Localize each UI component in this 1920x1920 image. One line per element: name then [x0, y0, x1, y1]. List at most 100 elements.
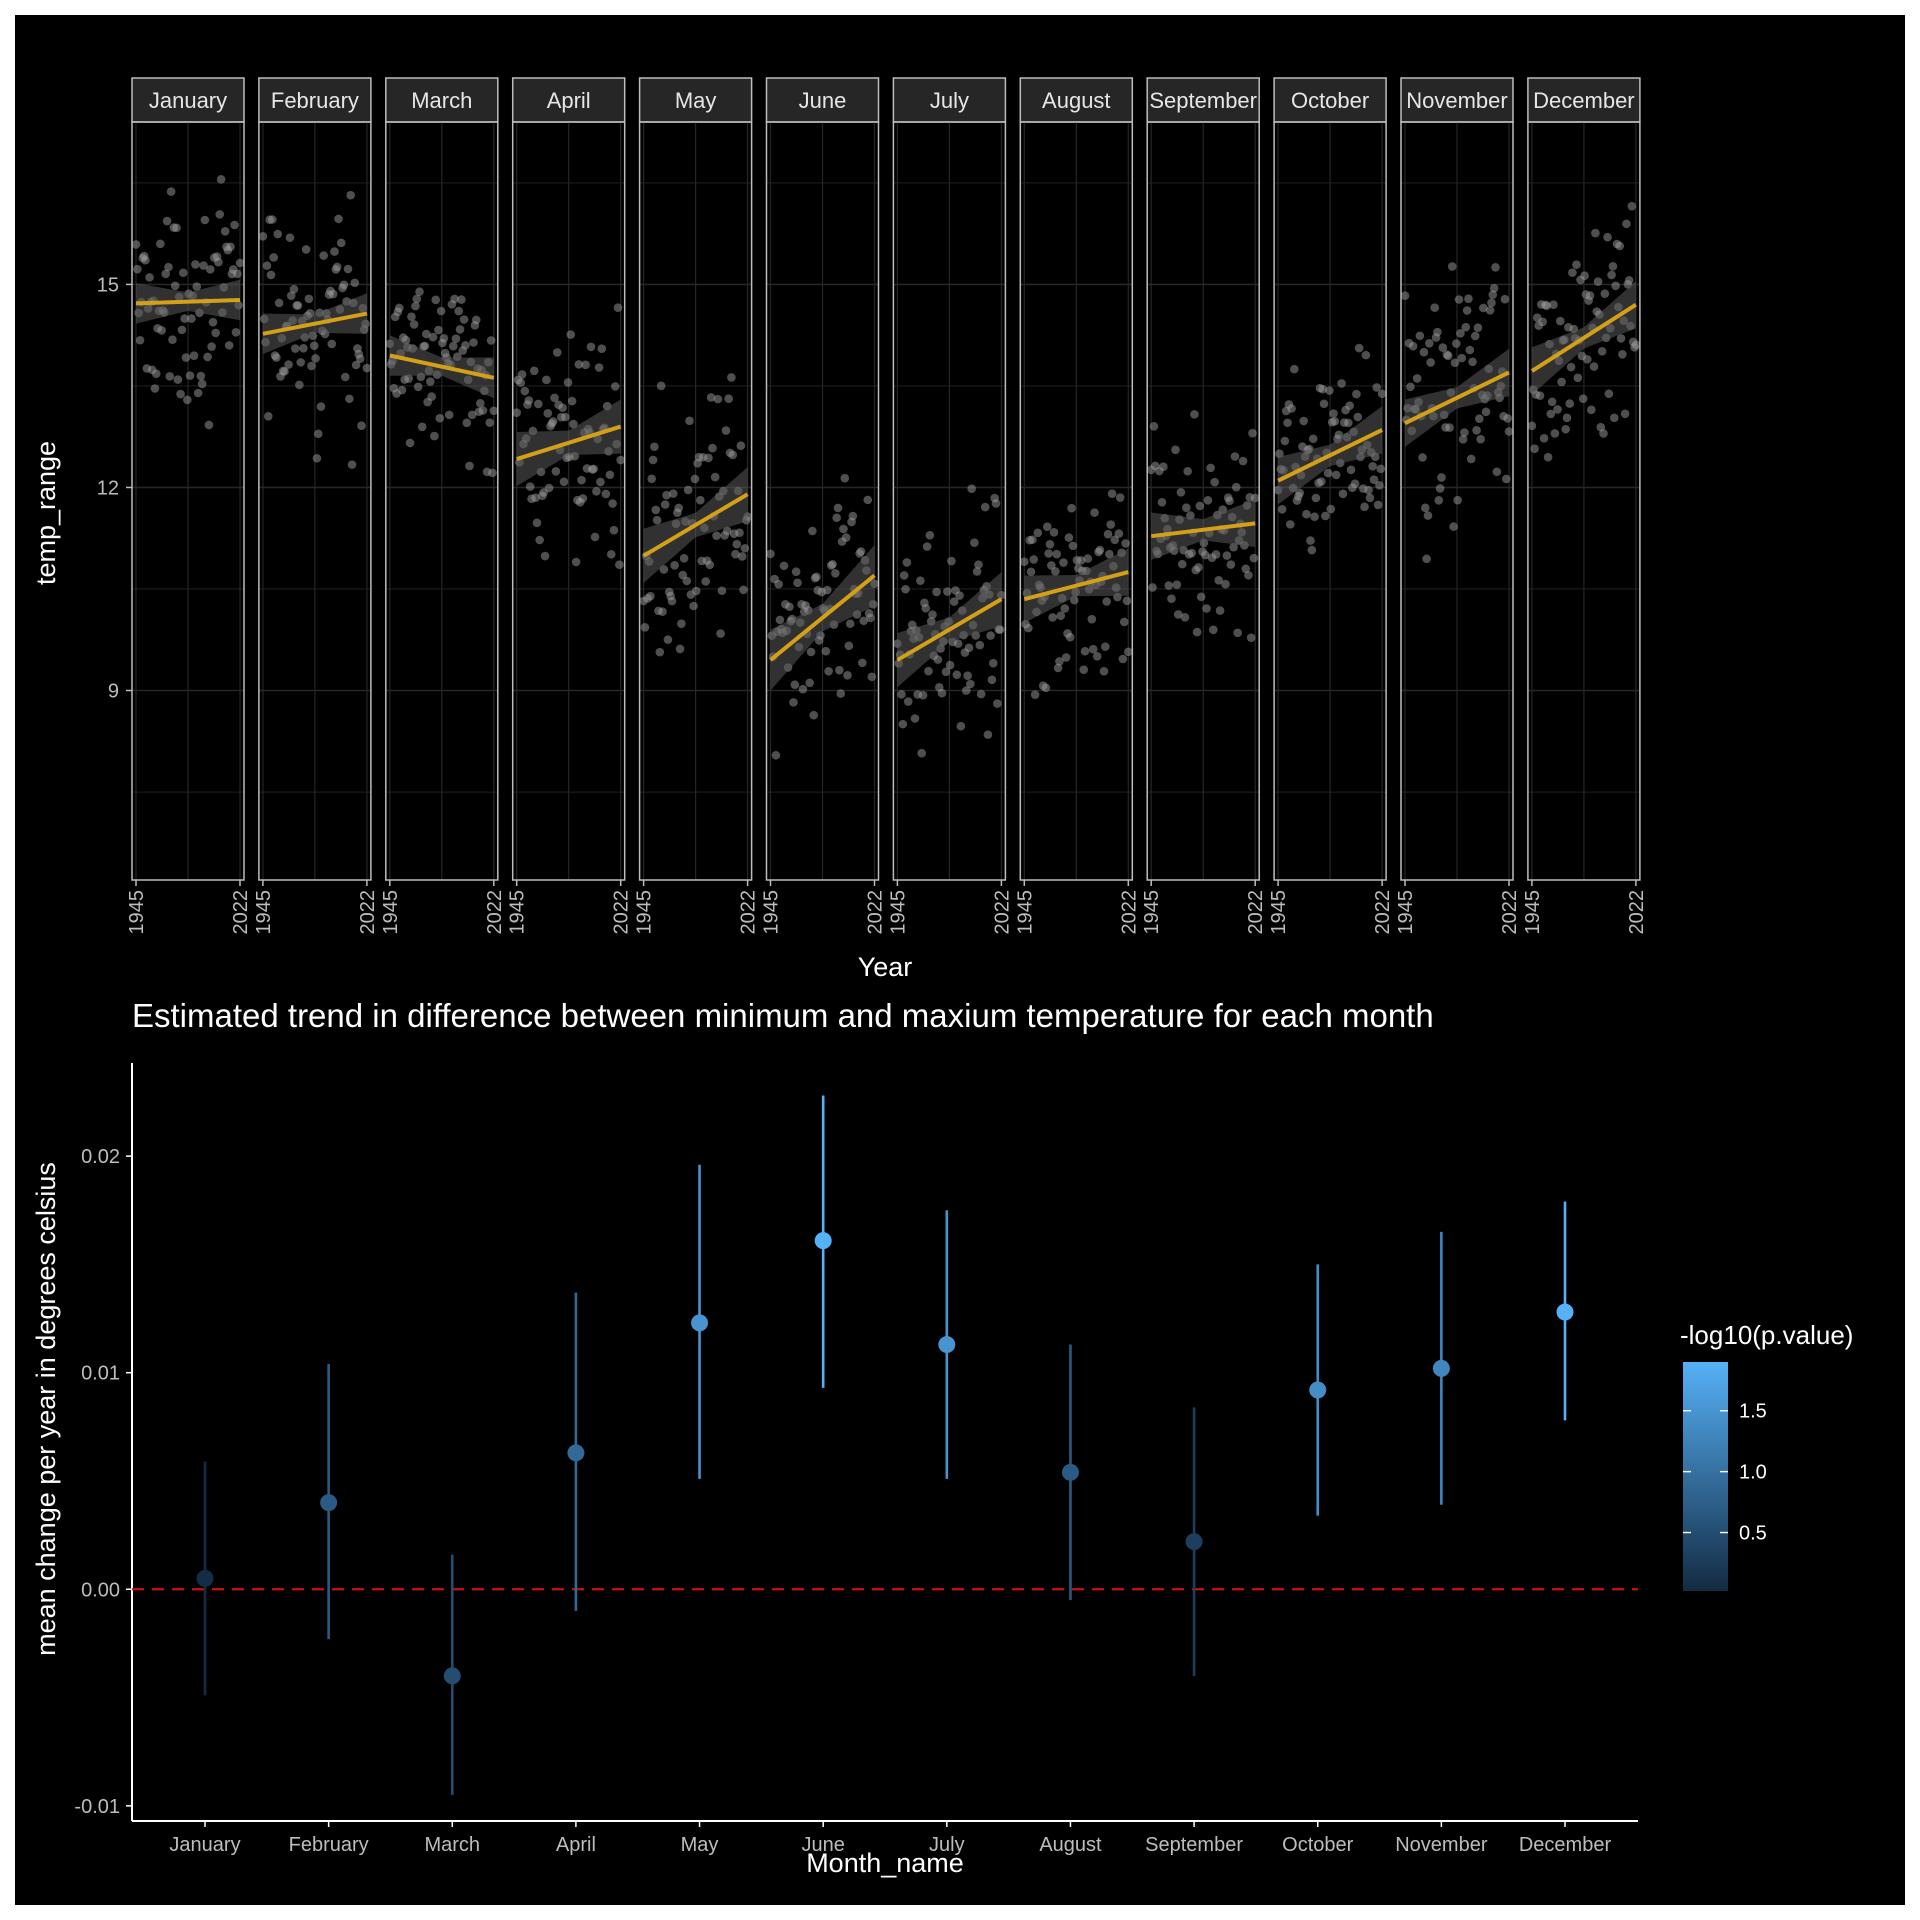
- facet-strip: [385, 77, 499, 123]
- temp-range-point: [1106, 520, 1116, 529]
- temp-range-point: [1443, 351, 1453, 361]
- temp-range-point: [1114, 529, 1124, 538]
- temp-range-point: [426, 377, 435, 386]
- temp-range-point: [1157, 497, 1167, 507]
- temp-range-point: [1042, 522, 1052, 532]
- facet-panel-border: [1273, 121, 1387, 881]
- temp-range-point: [974, 560, 983, 569]
- facet-strip: [258, 77, 372, 123]
- temp-range-point: [1547, 397, 1557, 407]
- estimate-march: [443, 1554, 461, 1796]
- temp-range-point: [1244, 570, 1253, 580]
- temp-range-point: [205, 265, 215, 274]
- temp-range-point: [264, 411, 273, 421]
- estimate-february: [320, 1364, 338, 1640]
- bottom-y-tick-label: 0.01: [81, 1363, 120, 1385]
- trend-estimate-plot: Estimated trend in difference between mi…: [31, 997, 1853, 1878]
- temp-range-point: [1466, 454, 1476, 464]
- facet-x-tick-label: 1945: [253, 890, 275, 935]
- bottom-x-tick-label: October: [1282, 1834, 1353, 1856]
- temp-range-point: [552, 348, 562, 357]
- facet-panel-april: April 1945 2022: [507, 77, 633, 935]
- temp-range-point: [133, 264, 142, 274]
- temp-range-point: [485, 418, 495, 427]
- temp-range-point: [1434, 495, 1444, 505]
- temp-range-point: [1203, 495, 1213, 505]
- temp-range-point: [362, 363, 372, 373]
- temp-range-point: [1465, 345, 1475, 355]
- temp-range-point: [1500, 294, 1510, 304]
- facet-strip-label: August: [1042, 88, 1111, 113]
- temp-range-point: [922, 542, 932, 551]
- temp-range-point: [986, 631, 995, 640]
- temp-range-point: [165, 372, 175, 381]
- temp-range-point: [831, 569, 840, 578]
- temp-range-point: [963, 671, 972, 681]
- temp-range-point: [910, 714, 920, 723]
- temp-range-point: [1323, 468, 1333, 478]
- temp-range-point: [1028, 535, 1037, 544]
- temp-range-point: [1318, 384, 1327, 394]
- temp-range-point: [1464, 294, 1473, 303]
- temp-range-point: [928, 610, 937, 619]
- temp-range-point: [1591, 228, 1600, 238]
- facet-x-tick-label: 1945: [507, 890, 529, 935]
- facet-panel-border: [1019, 121, 1134, 881]
- temp-range-point: [656, 381, 666, 391]
- estimate-may: [691, 1164, 709, 1479]
- temp-range-point: [394, 303, 404, 313]
- facet-strip-label: December: [1533, 88, 1634, 113]
- temp-range-point: [563, 378, 573, 387]
- temp-range-point: [488, 468, 497, 478]
- temp-range-point: [650, 442, 659, 452]
- temp-range-point: [789, 698, 798, 707]
- bottom-x-tick-label: November: [1395, 1834, 1488, 1856]
- temp-range-point: [867, 672, 877, 682]
- temp-range-point: [1246, 633, 1256, 643]
- temp-range-point: [397, 385, 407, 395]
- temp-range-point: [1231, 482, 1241, 492]
- temp-range-point: [774, 579, 783, 589]
- estimate-point: [1061, 1463, 1079, 1481]
- temp-range-point: [355, 354, 365, 363]
- temp-range-point: [605, 470, 615, 480]
- temp-range-point: [683, 485, 693, 495]
- temp-range-point: [1107, 489, 1117, 499]
- temp-range-point: [357, 421, 366, 431]
- facet-x-tick-label: 1945: [1395, 890, 1417, 935]
- temp-range-point: [917, 748, 927, 758]
- temp-range-point: [172, 223, 181, 233]
- temp-range-point: [421, 329, 431, 339]
- temp-range-point: [717, 586, 727, 596]
- facet-panel-june: June 1945 2022: [761, 77, 887, 935]
- facet-panel-march: March 1945 2022: [380, 77, 506, 935]
- temp-range-point: [916, 576, 925, 585]
- temp-range-point: [1373, 500, 1383, 510]
- temp-range-point: [955, 591, 964, 600]
- temp-range-point: [231, 328, 241, 337]
- chart-canvas: January 1945 2022 February 1945 2022 March 1945…: [15, 15, 1905, 1905]
- temp-range-point: [1192, 627, 1202, 637]
- temp-range-point: [949, 597, 959, 606]
- temp-range-point: [952, 670, 962, 680]
- temp-range-point: [566, 330, 576, 339]
- temp-range-point: [832, 513, 841, 523]
- temp-range-point: [1026, 567, 1036, 577]
- facet-x-tick-label: 1945: [1014, 890, 1036, 935]
- temp-range-point: [736, 441, 746, 451]
- temp-range-point: [1030, 690, 1040, 699]
- temp-range-point: [669, 489, 678, 498]
- temp-range-point: [976, 689, 986, 699]
- bottom-y-tick-label: 0.02: [81, 1146, 120, 1168]
- temp-range-point: [1230, 452, 1240, 461]
- temp-range-point: [841, 533, 851, 542]
- temp-range-point: [307, 361, 316, 371]
- temp-range-point: [655, 647, 665, 657]
- temp-range-point: [457, 295, 466, 304]
- facet-panel-august: August 1945 2022: [1014, 77, 1140, 935]
- temp-range-point: [1597, 347, 1607, 356]
- temp-range-point: [1599, 429, 1608, 438]
- temp-range-point: [135, 335, 145, 345]
- temp-range-point: [675, 644, 685, 654]
